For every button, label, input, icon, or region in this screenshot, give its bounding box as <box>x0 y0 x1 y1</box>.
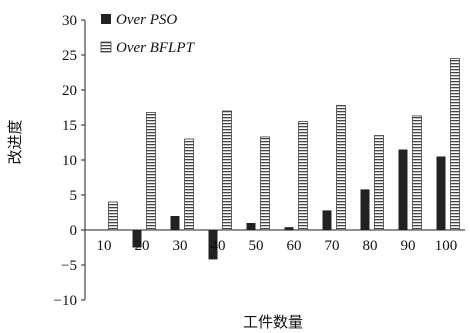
bar-over-bflpt-100 <box>450 58 460 231</box>
legend: Over PSO Over BFLPT <box>100 12 196 56</box>
x-tick-label: 80 <box>363 238 378 254</box>
bars <box>108 58 460 260</box>
y-tick-label: 5 <box>70 188 78 204</box>
axes <box>84 20 465 300</box>
y-tick-label: −5 <box>61 258 77 274</box>
x-axis-ticks: 10 20 30 40 50 60 70 80 90 100 <box>97 238 458 254</box>
y-tick-label: −10 <box>54 293 77 309</box>
bar-over-bflpt-30 <box>184 138 194 231</box>
x-tick-label: 30 <box>173 238 188 254</box>
bar-over-pso-70 <box>322 210 332 230</box>
y-tick-label: 10 <box>62 153 77 169</box>
bar-over-bflpt-80 <box>374 135 384 231</box>
bar-over-pso-100 <box>436 156 446 230</box>
x-tick-label: 100 <box>435 238 458 254</box>
legend-swatch-over-bflpt <box>100 41 112 53</box>
legend-label-over-bflpt: Over BFLPT <box>116 40 196 56</box>
bar-over-pso-90 <box>398 149 408 230</box>
x-axis-label: 工件数量 <box>243 313 303 331</box>
bar-over-pso-50 <box>246 223 256 230</box>
x-tick-label: 70 <box>325 238 340 254</box>
legend-label-over-pso: Over PSO <box>116 12 177 28</box>
y-axis-ticks: −10 −5 0 5 10 15 20 25 30 <box>54 13 85 309</box>
x-tick-label: 20 <box>135 238 150 254</box>
x-tick-label: 50 <box>249 238 264 254</box>
y-tick-label: 30 <box>62 13 77 29</box>
x-tick-label: 40 <box>211 238 226 254</box>
legend-swatch-over-pso <box>101 14 111 24</box>
y-tick-label: 20 <box>62 83 77 99</box>
x-tick-label: 90 <box>401 238 416 254</box>
bar-over-bflpt-60 <box>298 121 308 231</box>
bar-over-pso-30 <box>170 216 180 230</box>
bar-over-bflpt-40 <box>222 110 232 231</box>
y-tick-label: 0 <box>70 223 78 239</box>
x-tick-label: 60 <box>287 238 302 254</box>
x-tick-label: 10 <box>97 238 112 254</box>
bar-over-bflpt-10 <box>108 201 118 231</box>
bar-over-bflpt-20 <box>146 112 156 231</box>
y-axis-label: 改进度 <box>6 119 24 164</box>
bar-over-bflpt-90 <box>412 115 422 231</box>
y-tick-label: 15 <box>62 118 77 134</box>
bar-over-pso-80 <box>360 189 370 230</box>
bar-over-bflpt-70 <box>336 105 346 231</box>
bar-over-pso-40 <box>208 230 218 260</box>
y-tick-label: 25 <box>62 48 77 64</box>
bar-over-pso-20 <box>132 230 142 248</box>
bar-over-bflpt-50 <box>260 136 270 231</box>
bar-over-pso-60 <box>284 227 294 230</box>
